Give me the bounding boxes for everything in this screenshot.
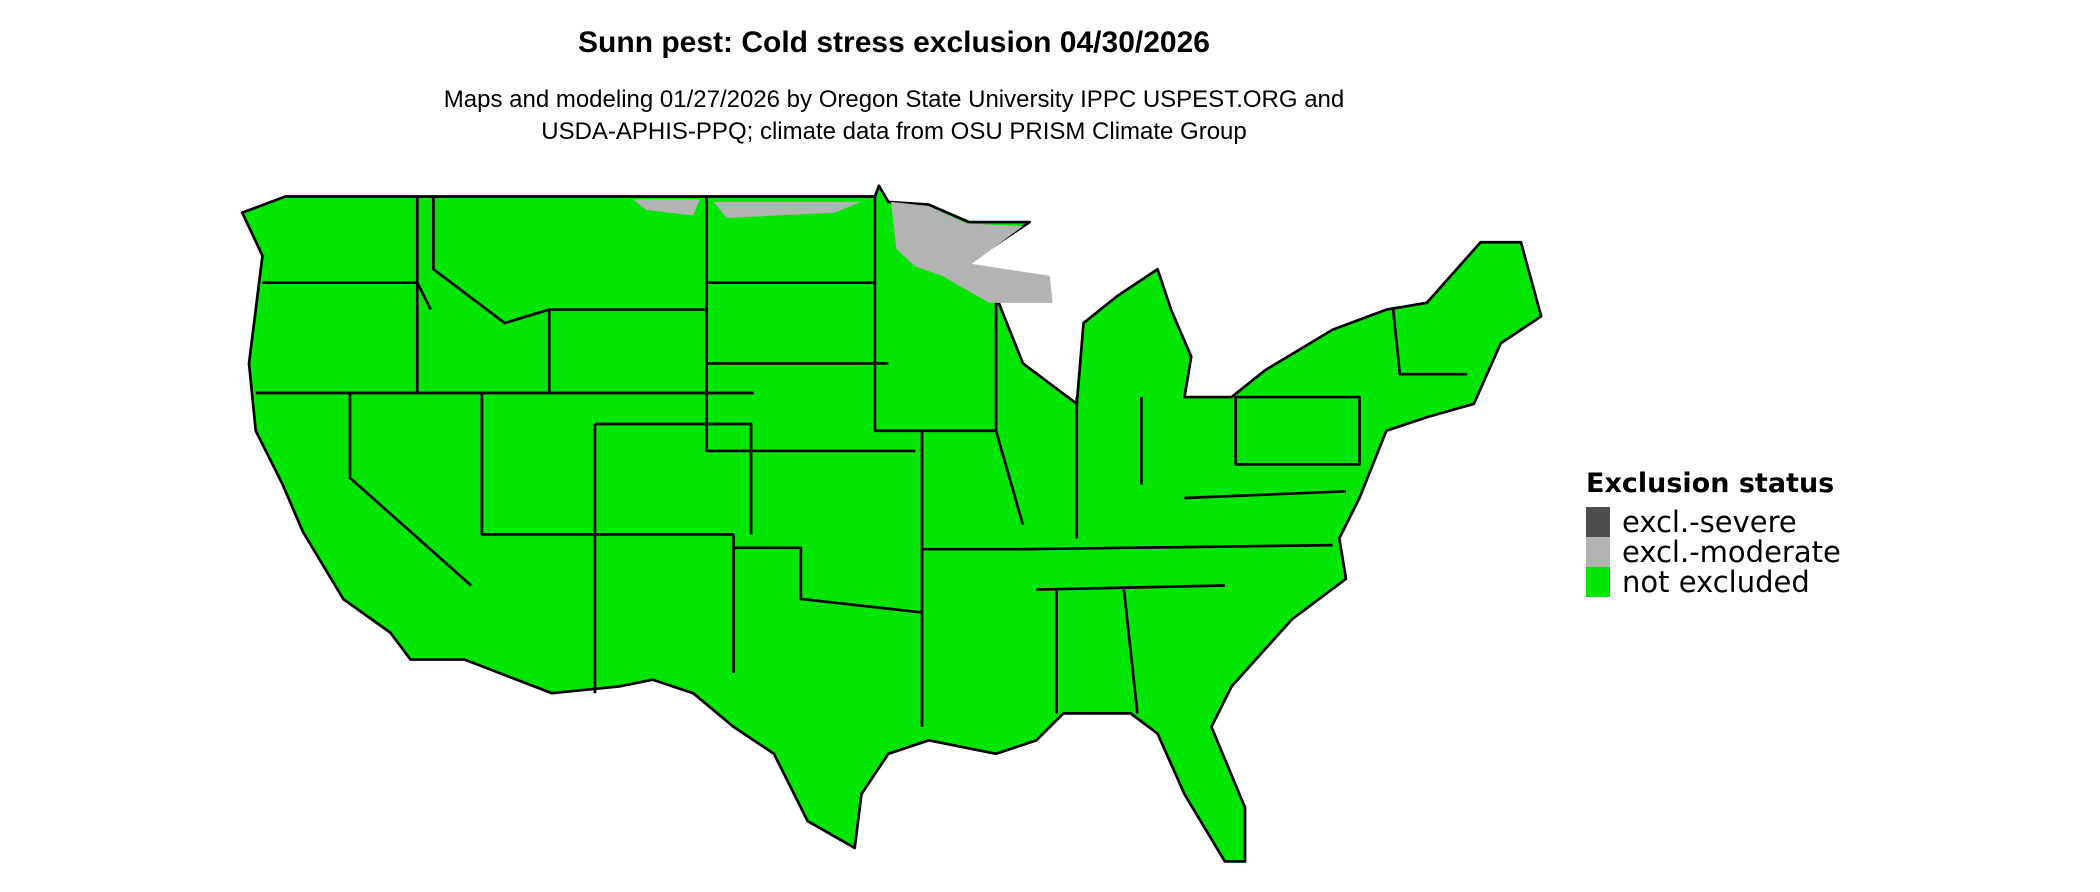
subtitle-line-1: Maps and modeling 01/27/2026 by Oregon S…: [443, 86, 1345, 113]
state-borders: [255, 196, 1468, 727]
legend-swatch-moderate: [1586, 537, 1610, 567]
map-title: Sunn pest: Cold stress exclusion 04/30/2…: [578, 26, 1210, 59]
legend: Exclusion status excl.-severe excl.-mode…: [1586, 468, 1841, 597]
map-subtitle: Maps and modeling 01/27/2026 by Oregon S…: [0, 84, 1788, 148]
legend-item-severe: excl.-severe: [1586, 507, 1841, 537]
legend-label: excl.-moderate: [1622, 535, 1841, 569]
legend-swatch-severe: [1586, 507, 1610, 537]
legend-label: excl.-severe: [1622, 505, 1797, 539]
legend-label: not excluded: [1622, 565, 1810, 599]
moderate-exclusion-area: [632, 199, 1053, 303]
legend-item-not-excluded: not excluded: [1586, 567, 1841, 597]
legend-swatch-not-excluded: [1586, 567, 1610, 597]
legend-item-moderate: excl.-moderate: [1586, 537, 1841, 567]
us-outline: [240, 184, 1543, 863]
subtitle-line-2: USDA-APHIS-PPQ; climate data from OSU PR…: [541, 118, 1247, 145]
legend-title: Exclusion status: [1586, 468, 1835, 499]
